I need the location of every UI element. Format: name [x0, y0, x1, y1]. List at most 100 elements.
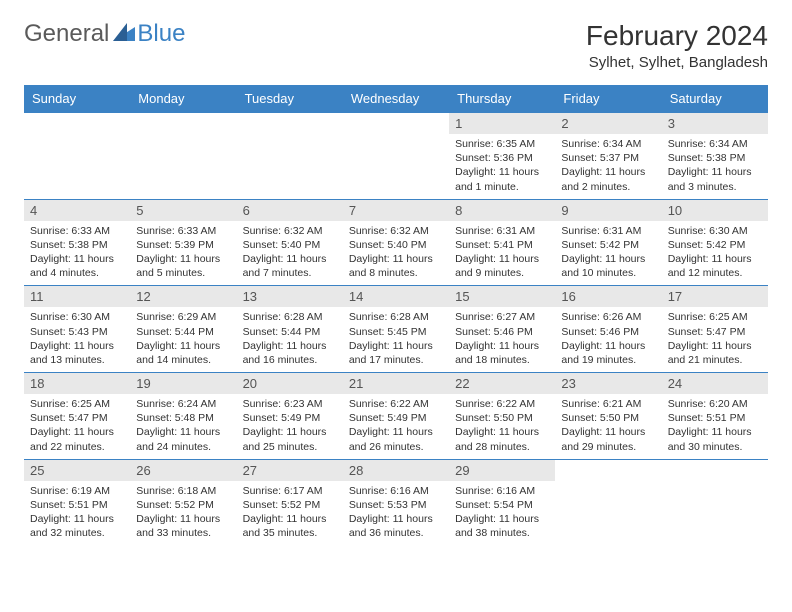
- calendar-cell: 29Sunrise: 6:16 AMSunset: 5:54 PMDayligh…: [449, 459, 555, 545]
- day-details: Sunrise: 6:32 AMSunset: 5:40 PMDaylight:…: [343, 221, 449, 286]
- day-number: 10: [662, 200, 768, 221]
- calendar-cell: 21Sunrise: 6:22 AMSunset: 5:49 PMDayligh…: [343, 373, 449, 460]
- calendar-row: 25Sunrise: 6:19 AMSunset: 5:51 PMDayligh…: [24, 459, 768, 545]
- calendar-cell: 20Sunrise: 6:23 AMSunset: 5:49 PMDayligh…: [237, 373, 343, 460]
- day-details: Sunrise: 6:16 AMSunset: 5:54 PMDaylight:…: [449, 481, 555, 546]
- day-details: Sunrise: 6:17 AMSunset: 5:52 PMDaylight:…: [237, 481, 343, 546]
- calendar-cell: 28Sunrise: 6:16 AMSunset: 5:53 PMDayligh…: [343, 459, 449, 545]
- calendar-cell: 1Sunrise: 6:35 AMSunset: 5:36 PMDaylight…: [449, 113, 555, 200]
- day-details: Sunrise: 6:31 AMSunset: 5:41 PMDaylight:…: [449, 221, 555, 286]
- day-number: 21: [343, 373, 449, 394]
- calendar-cell: 27Sunrise: 6:17 AMSunset: 5:52 PMDayligh…: [237, 459, 343, 545]
- day-details: Sunrise: 6:19 AMSunset: 5:51 PMDaylight:…: [24, 481, 130, 546]
- day-details: Sunrise: 6:34 AMSunset: 5:37 PMDaylight:…: [555, 134, 661, 199]
- day-number: 1: [449, 113, 555, 134]
- calendar-head: SundayMondayTuesdayWednesdayThursdayFrid…: [24, 85, 768, 113]
- day-number: 12: [130, 286, 236, 307]
- logo-icon: [113, 20, 135, 48]
- day-number: 27: [237, 460, 343, 481]
- calendar-cell: 11Sunrise: 6:30 AMSunset: 5:43 PMDayligh…: [24, 286, 130, 373]
- location: Sylhet, Sylhet, Bangladesh: [586, 54, 768, 71]
- calendar-cell: 10Sunrise: 6:30 AMSunset: 5:42 PMDayligh…: [662, 199, 768, 286]
- calendar-cell-empty: [343, 113, 449, 200]
- calendar-cell: 7Sunrise: 6:32 AMSunset: 5:40 PMDaylight…: [343, 199, 449, 286]
- calendar-cell-empty: [555, 459, 661, 545]
- calendar-cell: 17Sunrise: 6:25 AMSunset: 5:47 PMDayligh…: [662, 286, 768, 373]
- calendar-cell: 16Sunrise: 6:26 AMSunset: 5:46 PMDayligh…: [555, 286, 661, 373]
- day-number: 16: [555, 286, 661, 307]
- day-details: Sunrise: 6:30 AMSunset: 5:42 PMDaylight:…: [662, 221, 768, 286]
- day-details: Sunrise: 6:22 AMSunset: 5:49 PMDaylight:…: [343, 394, 449, 459]
- day-details: Sunrise: 6:21 AMSunset: 5:50 PMDaylight:…: [555, 394, 661, 459]
- day-number: 25: [24, 460, 130, 481]
- calendar-cell: 3Sunrise: 6:34 AMSunset: 5:38 PMDaylight…: [662, 113, 768, 200]
- day-details: Sunrise: 6:34 AMSunset: 5:38 PMDaylight:…: [662, 134, 768, 199]
- weekday-header: Tuesday: [237, 85, 343, 113]
- day-details: Sunrise: 6:28 AMSunset: 5:44 PMDaylight:…: [237, 307, 343, 372]
- calendar-cell-empty: [662, 459, 768, 545]
- calendar-cell: 12Sunrise: 6:29 AMSunset: 5:44 PMDayligh…: [130, 286, 236, 373]
- logo: General Blue: [24, 20, 185, 48]
- day-details: Sunrise: 6:23 AMSunset: 5:49 PMDaylight:…: [237, 394, 343, 459]
- day-number: 8: [449, 200, 555, 221]
- day-details: Sunrise: 6:22 AMSunset: 5:50 PMDaylight:…: [449, 394, 555, 459]
- header: General Blue February 2024 Sylhet, Sylhe…: [24, 20, 768, 71]
- title-block: February 2024 Sylhet, Sylhet, Bangladesh: [586, 20, 768, 71]
- day-number: 11: [24, 286, 130, 307]
- calendar-cell: 19Sunrise: 6:24 AMSunset: 5:48 PMDayligh…: [130, 373, 236, 460]
- day-number: 3: [662, 113, 768, 134]
- calendar-body: 1Sunrise: 6:35 AMSunset: 5:36 PMDaylight…: [24, 113, 768, 546]
- day-number: 14: [343, 286, 449, 307]
- calendar-cell: 26Sunrise: 6:18 AMSunset: 5:52 PMDayligh…: [130, 459, 236, 545]
- calendar-cell: 18Sunrise: 6:25 AMSunset: 5:47 PMDayligh…: [24, 373, 130, 460]
- day-number: 28: [343, 460, 449, 481]
- day-number: 29: [449, 460, 555, 481]
- calendar-table: SundayMondayTuesdayWednesdayThursdayFrid…: [24, 85, 768, 545]
- weekday-header: Monday: [130, 85, 236, 113]
- calendar-cell: 8Sunrise: 6:31 AMSunset: 5:41 PMDaylight…: [449, 199, 555, 286]
- calendar-row: 11Sunrise: 6:30 AMSunset: 5:43 PMDayligh…: [24, 286, 768, 373]
- calendar-row: 4Sunrise: 6:33 AMSunset: 5:38 PMDaylight…: [24, 199, 768, 286]
- calendar-cell: 4Sunrise: 6:33 AMSunset: 5:38 PMDaylight…: [24, 199, 130, 286]
- day-details: Sunrise: 6:26 AMSunset: 5:46 PMDaylight:…: [555, 307, 661, 372]
- day-details: Sunrise: 6:32 AMSunset: 5:40 PMDaylight:…: [237, 221, 343, 286]
- day-number: 23: [555, 373, 661, 394]
- logo-text-blue: Blue: [137, 20, 185, 48]
- weekday-header: Saturday: [662, 85, 768, 113]
- day-number: 2: [555, 113, 661, 134]
- calendar-row: 18Sunrise: 6:25 AMSunset: 5:47 PMDayligh…: [24, 373, 768, 460]
- day-details: Sunrise: 6:30 AMSunset: 5:43 PMDaylight:…: [24, 307, 130, 372]
- day-details: Sunrise: 6:24 AMSunset: 5:48 PMDaylight:…: [130, 394, 236, 459]
- day-details: Sunrise: 6:33 AMSunset: 5:38 PMDaylight:…: [24, 221, 130, 286]
- weekday-header: Wednesday: [343, 85, 449, 113]
- day-details: Sunrise: 6:33 AMSunset: 5:39 PMDaylight:…: [130, 221, 236, 286]
- day-number: 15: [449, 286, 555, 307]
- calendar-cell: 6Sunrise: 6:32 AMSunset: 5:40 PMDaylight…: [237, 199, 343, 286]
- day-details: Sunrise: 6:20 AMSunset: 5:51 PMDaylight:…: [662, 394, 768, 459]
- calendar-cell: 14Sunrise: 6:28 AMSunset: 5:45 PMDayligh…: [343, 286, 449, 373]
- day-number: 4: [24, 200, 130, 221]
- day-details: Sunrise: 6:25 AMSunset: 5:47 PMDaylight:…: [24, 394, 130, 459]
- calendar-cell-empty: [24, 113, 130, 200]
- day-details: Sunrise: 6:28 AMSunset: 5:45 PMDaylight:…: [343, 307, 449, 372]
- day-number: 13: [237, 286, 343, 307]
- day-details: Sunrise: 6:35 AMSunset: 5:36 PMDaylight:…: [449, 134, 555, 199]
- calendar-cell: 23Sunrise: 6:21 AMSunset: 5:50 PMDayligh…: [555, 373, 661, 460]
- day-details: Sunrise: 6:25 AMSunset: 5:47 PMDaylight:…: [662, 307, 768, 372]
- day-number: 6: [237, 200, 343, 221]
- logo-text-general: General: [24, 20, 109, 48]
- day-details: Sunrise: 6:16 AMSunset: 5:53 PMDaylight:…: [343, 481, 449, 546]
- day-number: 19: [130, 373, 236, 394]
- day-number: 9: [555, 200, 661, 221]
- day-number: 22: [449, 373, 555, 394]
- weekday-header: Thursday: [449, 85, 555, 113]
- calendar-cell: 22Sunrise: 6:22 AMSunset: 5:50 PMDayligh…: [449, 373, 555, 460]
- weekday-header: Friday: [555, 85, 661, 113]
- calendar-cell-empty: [237, 113, 343, 200]
- day-number: 5: [130, 200, 236, 221]
- calendar-row: 1Sunrise: 6:35 AMSunset: 5:36 PMDaylight…: [24, 113, 768, 200]
- calendar-cell: 13Sunrise: 6:28 AMSunset: 5:44 PMDayligh…: [237, 286, 343, 373]
- day-details: Sunrise: 6:27 AMSunset: 5:46 PMDaylight:…: [449, 307, 555, 372]
- calendar-cell-empty: [130, 113, 236, 200]
- day-number: 24: [662, 373, 768, 394]
